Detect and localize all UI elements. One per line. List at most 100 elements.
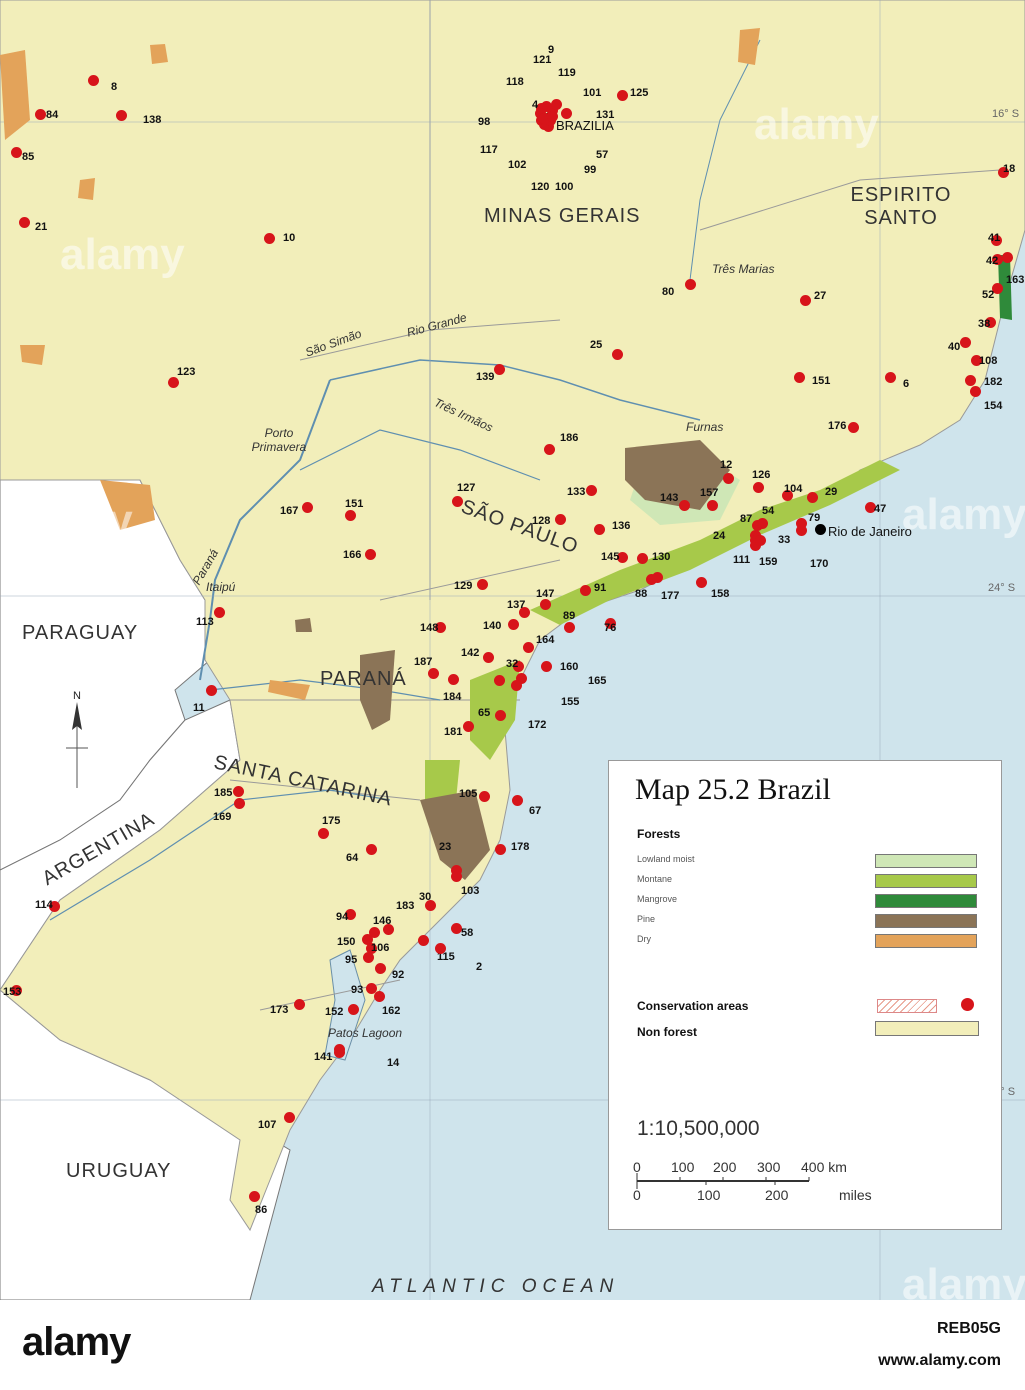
conservation-site-marker (345, 510, 356, 521)
conservation-site-label: 98 (478, 116, 491, 128)
conservation-site-marker (965, 375, 976, 386)
conservation-site-label: 137 (507, 599, 526, 611)
conservation-site-marker (971, 355, 982, 366)
conservation-site-label: 108 (979, 355, 998, 367)
conservation-site-marker (418, 935, 429, 946)
legend-label: Pine (637, 914, 656, 924)
conservation-site-marker (605, 618, 616, 629)
conservation-site-marker (435, 943, 446, 954)
map-legend: Map 25.2 Brazil Forests Lowland moist Mo… (608, 760, 1002, 1230)
conservation-site-marker (807, 492, 818, 503)
legend-forests-title: Forests (637, 827, 681, 841)
conservation-site-label: 167 (280, 505, 299, 517)
conservation-site-label: 143 (660, 492, 679, 504)
conservation-site-label: 150 (337, 936, 356, 948)
north-arrow-label: N (73, 690, 81, 702)
conservation-site-marker (512, 795, 523, 806)
conservation-site-label: 173 (270, 1004, 289, 1016)
conservation-site-label: 183 (396, 900, 415, 912)
conservation-site-marker (49, 901, 60, 912)
conservation-site-marker (865, 502, 876, 513)
forest-dry-5 (268, 680, 310, 700)
conservation-site-marker (794, 372, 805, 383)
conservation-site-marker (477, 579, 488, 590)
conservation-site-marker (992, 283, 1003, 294)
legend-row-lowland-moist: Lowland moist (637, 853, 987, 869)
conservation-site-marker (451, 865, 462, 876)
label-brasilia: BRAZILIA (556, 118, 614, 133)
conservation-site-marker (511, 680, 522, 691)
conservation-site-label: 79 (808, 512, 821, 524)
conservation-site-label: 114 (35, 899, 53, 911)
conservation-site-label: 102 (508, 159, 527, 171)
conservation-site-marker (234, 798, 245, 809)
conservation-site-marker (617, 90, 628, 101)
conservation-site-marker (753, 482, 764, 493)
conservation-site-label: 164 (536, 634, 555, 646)
conservation-site-marker (637, 553, 648, 564)
conservation-site-label: 121 (533, 54, 552, 66)
conservation-site-label: 178 (511, 841, 530, 853)
conservation-site-label: 162 (382, 1005, 401, 1017)
conservation-site-label: 6 (903, 378, 910, 390)
forest-montane-south (470, 660, 520, 760)
conservation-site-marker (564, 622, 575, 633)
scalebar-mi-100: 100 (697, 1187, 721, 1203)
conservation-site-label: 104 (784, 483, 803, 495)
legend-row-dry: Dry (637, 933, 987, 949)
river-parana (199, 379, 331, 681)
conservation-site-marker (383, 924, 394, 935)
conservation-site-marker (363, 952, 374, 963)
conservation-site-marker (494, 364, 505, 375)
conservation-site-label: 125 (630, 87, 649, 99)
conservation-site-marker (594, 524, 605, 535)
conservation-site-marker (519, 607, 530, 618)
conservation-site-marker (452, 496, 463, 507)
conservation-site-marker (495, 710, 506, 721)
conservation-site-marker (495, 844, 506, 855)
conservation-site-marker (11, 147, 22, 158)
conservation-site-label: 10 (283, 232, 296, 244)
conservation-site-label: 65 (478, 707, 491, 719)
conservation-site-label: 92 (392, 969, 405, 981)
conservation-site-marker (985, 317, 996, 328)
conservation-site-marker (540, 599, 551, 610)
conservation-site-marker (428, 668, 439, 679)
conservation-site-label: 151 (345, 498, 364, 510)
conservation-site-label: 172 (528, 719, 547, 731)
conservation-site-label: 9 (548, 44, 555, 56)
conservation-site-marker (264, 233, 275, 244)
conservation-site-marker (544, 444, 555, 455)
conservation-site-label: 152 (325, 1006, 344, 1018)
conservation-site-label: 126 (752, 469, 771, 481)
conservation-site-marker (513, 661, 524, 672)
conservation-site-marker (547, 111, 558, 122)
label-parana: PARANÁ (320, 668, 407, 690)
conservation-site-marker (547, 105, 558, 116)
conservation-site-marker (750, 540, 761, 551)
conservation-site-label: 32 (506, 658, 519, 670)
conservation-site-marker (561, 108, 572, 119)
conservation-site-marker (88, 75, 99, 86)
conservation-site-marker (451, 871, 462, 882)
conservation-site-marker (555, 514, 566, 525)
conservation-site-label: 93 (351, 984, 364, 996)
conservation-site-marker (494, 675, 505, 686)
legend-label: Lowland moist (637, 854, 695, 864)
conservation-site-label: 18 (1003, 163, 1016, 175)
forest-pine-1 (625, 440, 730, 510)
conservation-site-label: 64 (346, 852, 359, 864)
label-atlantic-ocean: ATLANTIC OCEAN (372, 1276, 620, 1297)
conservation-site-label: 2 (476, 961, 483, 973)
forest-pine-3 (420, 790, 490, 880)
conservation-site-label: 186 (560, 432, 579, 444)
conservation-site-label: 91 (594, 582, 607, 594)
conservation-site-label: 11 (193, 702, 205, 714)
conservation-site-label: 40 (948, 341, 961, 353)
conservation-site-label: 185 (214, 787, 233, 799)
conservation-site-marker (374, 991, 385, 1002)
conservation-site-marker (11, 985, 22, 996)
stock-url[interactable]: www.alamy.com (878, 1352, 1001, 1369)
conservation-site-label: 147 (536, 588, 555, 600)
conservation-site-marker (302, 502, 313, 513)
